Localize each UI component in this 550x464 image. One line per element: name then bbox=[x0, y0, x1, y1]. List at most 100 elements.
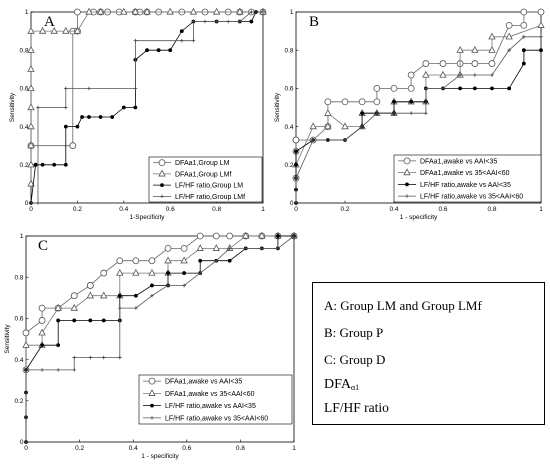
y-tick-label: 0.4 bbox=[14, 357, 23, 364]
marker-triangle-10 bbox=[148, 268, 156, 276]
legend-entry: DFAa1,awake vs AAI<35 bbox=[398, 157, 497, 165]
marker-circle-11 bbox=[132, 257, 140, 265]
legend-entry: LF/HF ratio,awake vs 35<AAI<60 bbox=[398, 194, 523, 201]
marker-cross-11 bbox=[203, 19, 207, 24]
chart-legend: DFAa1,awake vs AAI<35 DFAa1,awake vs 35<A… bbox=[138, 374, 293, 425]
marker-circle-legend bbox=[158, 159, 166, 167]
marker-triangle-15 bbox=[456, 45, 464, 53]
y-tick-label: 0.6 bbox=[14, 316, 23, 323]
y-tick-label: 0 bbox=[20, 439, 24, 446]
legend-entry: DFAa1,awake vs 35<AAI<60 bbox=[143, 389, 255, 398]
marker-circle-19 bbox=[505, 21, 513, 29]
marker-triangle-2 bbox=[38, 328, 46, 336]
marker-circle-16 bbox=[212, 232, 220, 240]
legend-label: DFAa1,awake vs AAI<35 bbox=[420, 158, 497, 165]
marker-triangle-17 bbox=[143, 7, 151, 15]
legend-frame bbox=[393, 154, 542, 203]
marker-cross-21 bbox=[292, 234, 296, 238]
marker-dot-12 bbox=[133, 293, 138, 298]
marker-dot-13 bbox=[150, 283, 154, 288]
chart-legend: DFAa1,Group LM DFAa1,Group LMf LF/HF ratio… bbox=[148, 156, 263, 203]
marker-circle-11 bbox=[390, 85, 398, 92]
marker-dot-2 bbox=[33, 162, 38, 167]
marker-cross-0 bbox=[294, 201, 298, 205]
marker-cross-19 bbox=[260, 246, 264, 251]
marker-dot-3 bbox=[40, 162, 45, 167]
legend-label: LF/HF ratio,awake vs AAI<35 bbox=[165, 403, 256, 410]
marker-cross-6 bbox=[133, 86, 138, 91]
marker-dot-22 bbox=[249, 19, 254, 24]
marker-cross-9 bbox=[191, 38, 196, 43]
marker-cross-3 bbox=[343, 138, 347, 142]
legend-label: LF/HF ratio,Group LM bbox=[175, 183, 243, 190]
marker-cross-7 bbox=[409, 111, 413, 116]
legend-entry: LF/HF ratio,awake vs 35<AAI<60 bbox=[143, 415, 268, 422]
marker-cross-15 bbox=[198, 271, 202, 275]
y-tick-label: 0 bbox=[25, 200, 29, 207]
marker-cross-6 bbox=[72, 355, 77, 360]
marker-cross-legend bbox=[150, 416, 154, 420]
marker-triangle-20 bbox=[212, 7, 221, 15]
x-tick-label: 0 bbox=[294, 206, 298, 213]
marker-cross-16 bbox=[261, 10, 265, 14]
marker-triangle-5 bbox=[86, 291, 94, 299]
marker-triangle-16 bbox=[471, 45, 479, 53]
x-tick-label: 0 bbox=[24, 445, 28, 452]
series-dot bbox=[29, 10, 258, 205]
panel-key-box: A: Group LM and Group LMf B: Group P C: … bbox=[312, 282, 545, 425]
marker-circle-9 bbox=[373, 98, 381, 106]
marker-circle-2 bbox=[38, 317, 46, 324]
marker-circle-21 bbox=[520, 8, 528, 16]
marker-triangle-legend bbox=[158, 169, 166, 177]
key-line-lfhf: LF/HF ratio bbox=[324, 400, 389, 415]
marker-triangle-17 bbox=[242, 231, 250, 239]
marker-triangle-4 bbox=[70, 303, 78, 311]
x-tick-label: 0.6 bbox=[438, 206, 447, 213]
marker-circle-17 bbox=[471, 60, 479, 67]
marker-cross-13 bbox=[226, 19, 230, 24]
marker-circle-8 bbox=[86, 282, 94, 289]
marker-cross-11 bbox=[134, 306, 138, 310]
marker-triangle-15 bbox=[212, 244, 220, 251]
x-tick-label: 0.6 bbox=[166, 206, 175, 213]
legend-entry: DFAa1,Group LMf bbox=[153, 169, 231, 178]
marker-circle-13 bbox=[407, 71, 415, 79]
marker-triangle-10 bbox=[50, 26, 58, 34]
marker-triangle-2 bbox=[27, 141, 35, 149]
marker-cross-10 bbox=[118, 306, 122, 310]
marker-triangle-6 bbox=[27, 65, 35, 72]
marker-circle-22 bbox=[537, 8, 545, 16]
marker-dot-3 bbox=[294, 162, 298, 167]
marker-cross-12 bbox=[150, 293, 154, 298]
marker-circle-10 bbox=[116, 257, 124, 265]
key-line-c: C: Group D bbox=[324, 352, 386, 367]
marker-dot-13 bbox=[392, 99, 396, 104]
marker-cross-11 bbox=[458, 73, 462, 77]
x-tick-label: 0.8 bbox=[212, 206, 221, 213]
legend-entry: DFAa1,Group LM bbox=[153, 159, 230, 167]
marker-cross-4 bbox=[360, 124, 364, 129]
chart-legend: DFAa1,awake vs AAI<35 DFAa1,awake vs 35<A… bbox=[393, 154, 542, 203]
marker-dot-7 bbox=[72, 318, 77, 323]
marker-circle-20 bbox=[520, 21, 528, 29]
marker-cross-3 bbox=[40, 368, 44, 372]
y-tick-label: 0.8 bbox=[14, 274, 23, 281]
marker-cross-14 bbox=[182, 283, 186, 288]
marker-circle-3 bbox=[38, 304, 46, 312]
marker-triangle-legend bbox=[403, 168, 411, 176]
marker-dot-16 bbox=[156, 48, 161, 53]
marker-triangle-5 bbox=[27, 84, 35, 91]
marker-dot-14 bbox=[409, 99, 414, 104]
x-tick-label: 0.2 bbox=[340, 206, 349, 213]
marker-dot-22 bbox=[521, 61, 526, 66]
x-tick-label: 0.6 bbox=[182, 445, 191, 452]
y-axis-label: Sensitivity bbox=[4, 324, 11, 354]
marker-triangle-3 bbox=[27, 122, 35, 130]
marker-circle-6 bbox=[324, 98, 332, 106]
marker-cross-13 bbox=[490, 73, 494, 77]
marker-cross-legend bbox=[405, 194, 409, 198]
marker-triangle-19 bbox=[505, 32, 513, 40]
y-tick-label: 0.6 bbox=[19, 86, 28, 93]
y-tick-label: 0.6 bbox=[284, 86, 293, 93]
